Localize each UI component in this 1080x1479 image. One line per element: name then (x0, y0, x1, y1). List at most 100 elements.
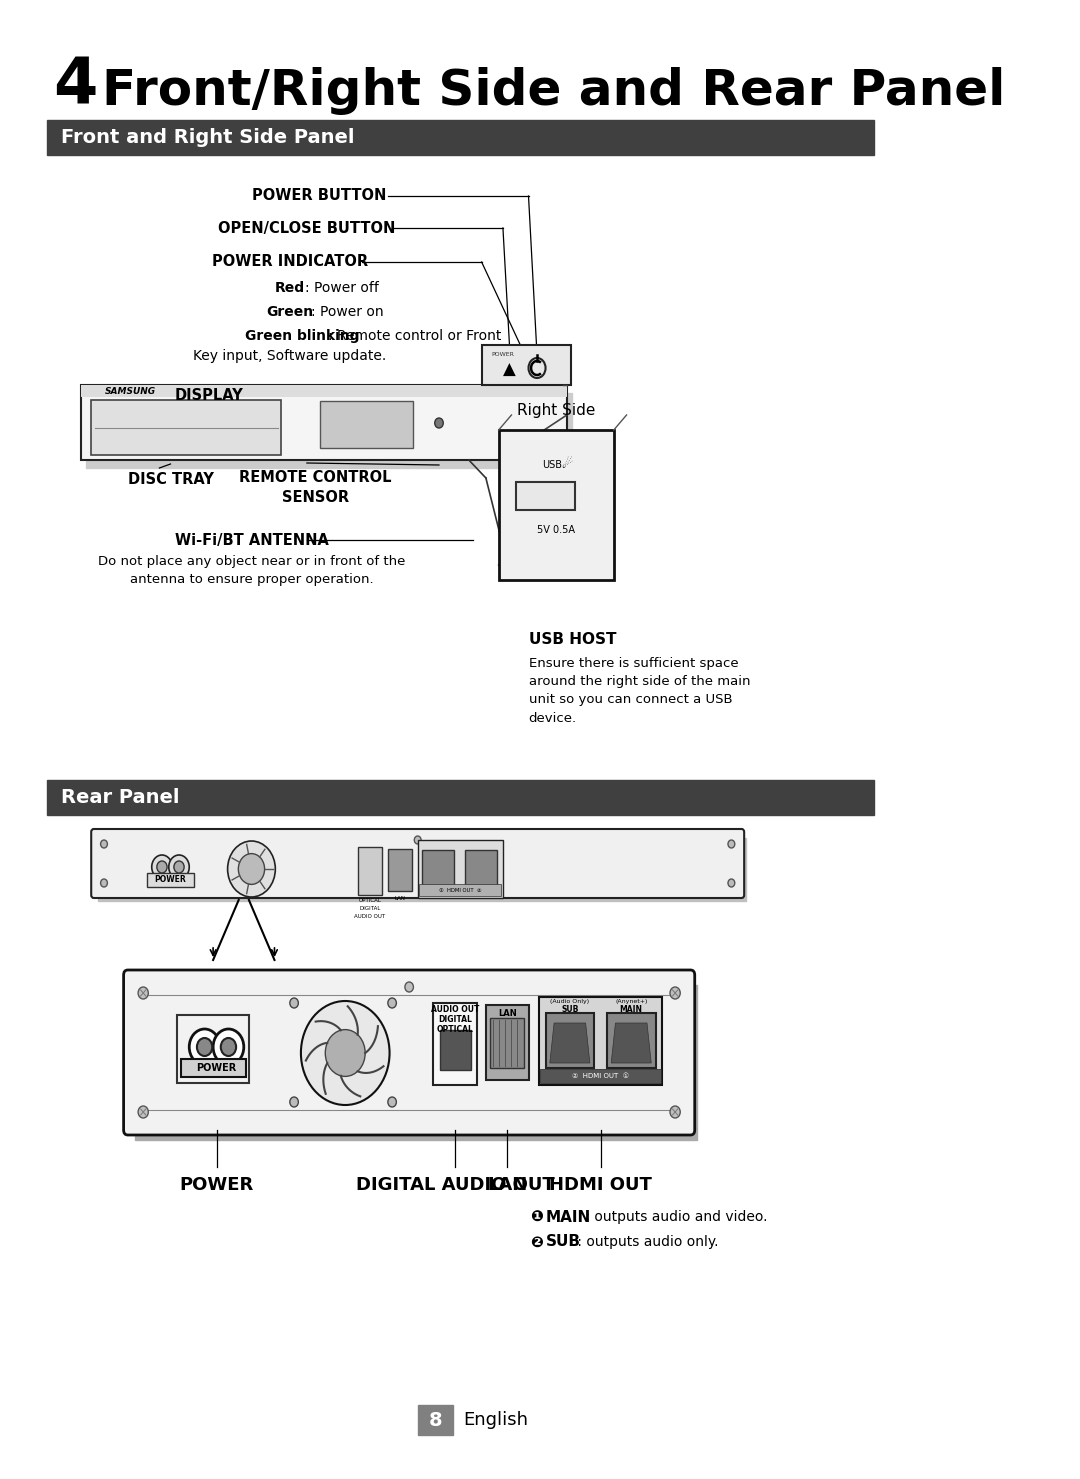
Circle shape (415, 836, 421, 845)
Text: ①  HDMI OUT  ②: ① HDMI OUT ② (438, 887, 482, 892)
Text: OPTICAL: OPTICAL (436, 1025, 474, 1034)
Bar (388, 849, 411, 890)
Text: DIGITAL: DIGITAL (438, 1016, 472, 1025)
Circle shape (220, 1038, 237, 1056)
Text: SUB: SUB (545, 1235, 581, 1250)
Text: LAN: LAN (487, 1176, 527, 1194)
Text: AUDIO OUT: AUDIO OUT (354, 914, 386, 920)
Circle shape (197, 1038, 213, 1056)
Text: : outputs audio and video.: : outputs audio and video. (581, 1210, 768, 1225)
Text: DIGITAL AUDIO OUT: DIGITAL AUDIO OUT (355, 1176, 554, 1194)
Text: HDMI OUT: HDMI OUT (549, 1176, 652, 1194)
Text: ❷: ❷ (530, 1235, 543, 1250)
Circle shape (213, 1029, 244, 1065)
Text: Do not place any object near or in front of the: Do not place any object near or in front… (98, 556, 405, 568)
Circle shape (168, 855, 189, 879)
Text: Wi-Fi/BT ANTENNA: Wi-Fi/BT ANTENNA (175, 532, 328, 547)
Bar (81, 385, 567, 396)
Text: OPTICAL: OPTICAL (359, 899, 381, 904)
Bar (516, 482, 576, 510)
Bar (540, 1069, 661, 1083)
Text: DISC TRAY: DISC TRAY (127, 472, 214, 488)
Text: unit so you can connect a USB: unit so you can connect a USB (528, 694, 732, 707)
FancyBboxPatch shape (91, 830, 744, 898)
Bar (490, 1018, 524, 1068)
Text: POWER: POWER (154, 876, 187, 884)
Circle shape (670, 1106, 680, 1118)
Text: ☄: ☄ (561, 458, 572, 472)
Text: SAMSUNG: SAMSUNG (105, 387, 156, 396)
Bar (419, 884, 501, 896)
Text: Right Side: Right Side (517, 402, 595, 417)
Text: (Audio Only): (Audio Only) (551, 998, 590, 1003)
Text: : Power on: : Power on (311, 305, 383, 319)
Text: LAN: LAN (394, 896, 405, 902)
Circle shape (189, 1029, 220, 1065)
Circle shape (728, 879, 734, 887)
FancyBboxPatch shape (123, 970, 694, 1134)
Text: Green blinking: Green blinking (245, 328, 360, 343)
Text: ▲: ▲ (503, 361, 516, 379)
Circle shape (289, 998, 298, 1009)
Bar (359, 847, 382, 895)
Text: POWER: POWER (491, 352, 515, 358)
Text: antenna to ensure proper operation.: antenna to ensure proper operation. (130, 574, 374, 587)
Text: Green: Green (267, 305, 313, 319)
Polygon shape (550, 1023, 590, 1063)
Bar (81, 385, 567, 460)
Text: SENSOR: SENSOR (282, 491, 349, 506)
Text: : Remote control or Front: : Remote control or Front (328, 328, 501, 343)
Bar (135, 985, 698, 1140)
Text: Front/Right Side and Rear Panel: Front/Right Side and Rear Panel (103, 67, 1005, 115)
Circle shape (528, 358, 545, 379)
Bar (422, 850, 455, 884)
Circle shape (670, 986, 680, 998)
Circle shape (289, 1097, 298, 1106)
Text: around the right side of the main: around the right side of the main (528, 676, 750, 689)
Circle shape (157, 861, 167, 873)
Circle shape (100, 879, 107, 887)
Text: English: English (463, 1411, 529, 1429)
Text: : outputs audio only.: : outputs audio only. (572, 1235, 718, 1248)
Bar (499, 430, 613, 580)
Text: 8: 8 (429, 1411, 443, 1430)
Text: MAIN: MAIN (545, 1210, 591, 1225)
Circle shape (325, 1029, 365, 1077)
Text: POWER INDICATOR: POWER INDICATOR (212, 254, 368, 269)
Text: ❶: ❶ (530, 1210, 543, 1225)
Text: device.: device. (528, 711, 577, 725)
Text: USB HOST: USB HOST (528, 633, 616, 648)
Circle shape (405, 982, 414, 992)
Bar (482, 345, 571, 385)
Circle shape (138, 986, 148, 998)
Text: Red: Red (274, 281, 305, 294)
Polygon shape (611, 1023, 651, 1063)
Text: POWER BUTTON: POWER BUTTON (253, 188, 387, 204)
Bar (418, 840, 503, 898)
Circle shape (388, 1097, 396, 1106)
Text: : Power off: : Power off (306, 281, 379, 294)
Bar (433, 1003, 477, 1086)
Text: (Anynet+): (Anynet+) (615, 998, 647, 1003)
Bar (177, 1015, 248, 1083)
Text: OPEN/CLOSE BUTTON: OPEN/CLOSE BUTTON (218, 220, 395, 235)
Bar (440, 1029, 471, 1069)
Text: USB: USB (542, 460, 562, 470)
Text: SUB: SUB (562, 1004, 579, 1013)
Circle shape (728, 840, 734, 847)
Bar (91, 399, 281, 456)
Bar (545, 1013, 594, 1068)
Bar (418, 1405, 454, 1435)
Circle shape (239, 853, 265, 884)
Text: MAIN: MAIN (620, 1004, 643, 1013)
Text: ②  HDMI OUT  ①: ② HDMI OUT ① (572, 1072, 629, 1080)
Text: POWER: POWER (197, 1063, 237, 1072)
Bar (180, 1059, 245, 1077)
Bar (86, 393, 572, 467)
Bar (486, 1006, 528, 1080)
Circle shape (435, 419, 443, 427)
Bar (320, 401, 414, 448)
Circle shape (100, 840, 107, 847)
Bar (539, 997, 662, 1086)
Text: POWER: POWER (179, 1176, 254, 1194)
